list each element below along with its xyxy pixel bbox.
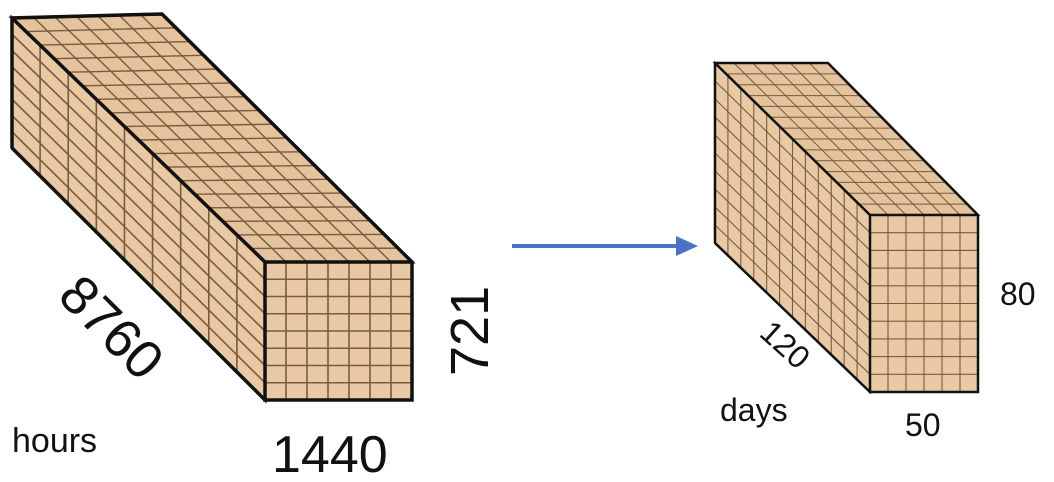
right-cube bbox=[712, 60, 981, 395]
left-cube-edges bbox=[10, 12, 414, 402]
right-height-label: 80 bbox=[1000, 276, 1036, 312]
left-cube bbox=[8, 12, 416, 404]
left-height-label: 721 bbox=[440, 286, 500, 376]
left-width-label: 1440 bbox=[272, 426, 388, 482]
left-cube-grid bbox=[11, 14, 412, 400]
arrow-right-icon bbox=[512, 236, 698, 256]
right-cube-edges bbox=[713, 61, 980, 394]
right-cube-grid bbox=[714, 62, 978, 392]
left-axis-caption: hours bbox=[12, 422, 97, 460]
right-axis-caption: days bbox=[720, 392, 788, 428]
right-width-label: 50 bbox=[905, 407, 941, 443]
